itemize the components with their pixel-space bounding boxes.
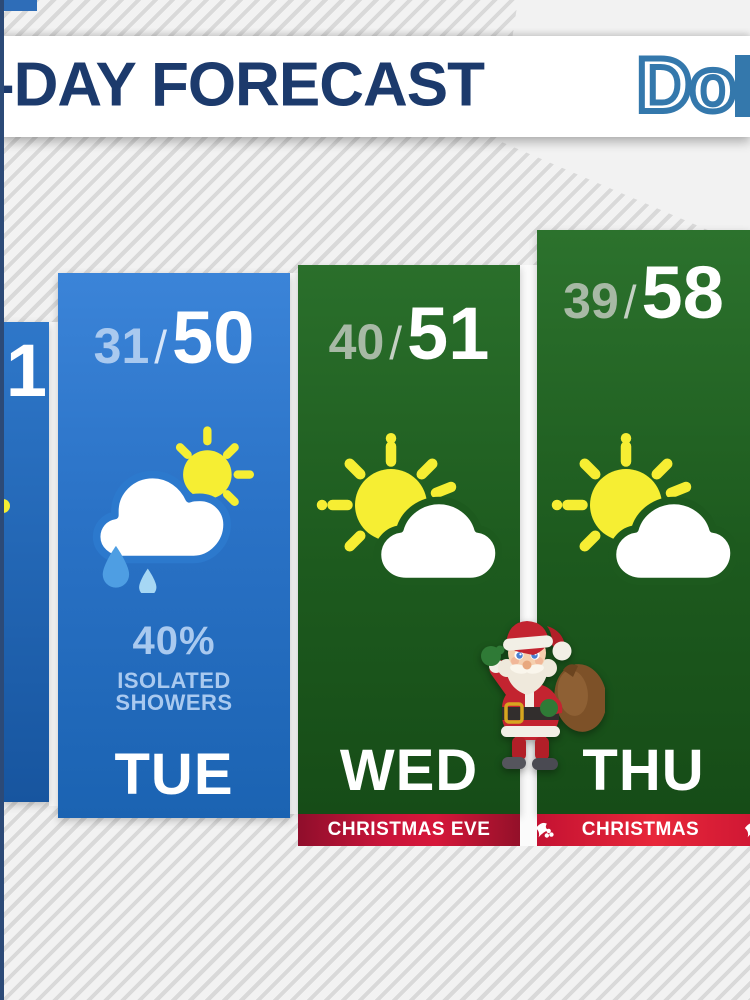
temps-row: 40 / 51 [298,297,520,371]
sun-ray-stub-icon [3,499,10,513]
banner-christmas: CHRISTMAS [537,814,750,846]
high-temp-partial: 1 [5,329,47,412]
precip-percent: 40% [132,619,216,663]
banner-christmas-eve: CHRISTMAS EVE [298,814,520,846]
temp-separator: / [389,317,403,369]
forecast-card-partial: 1 [3,322,49,802]
low-temp: 40 [328,314,385,370]
day-label-tue: TUE [114,742,234,807]
high-temp: 50 [172,296,255,379]
forecast-card-tue: 31 / 50 40% ISOLATED SHOWERS TUE [58,273,290,818]
low-temp: 39 [563,273,619,329]
header-band: -DAY FORECAST Do [0,36,750,137]
low-temp: 31 [93,318,150,374]
banner-text: CHRISTMAS [581,819,700,840]
station-logo-text: Do [634,39,739,130]
temps-row: 39 / 58 [537,256,750,330]
temp-separator: / [623,276,637,328]
high-temp: 51 [407,292,490,375]
page-title: -DAY FORECAST [0,49,485,119]
condition-text: ISOLATED SHOWERS [115,668,233,716]
temp-separator: / [154,321,168,373]
left-frame-border [0,0,4,1000]
temps-row: 31 / 50 [58,301,290,375]
santa-claus-illustration [481,621,605,770]
holly-icon [745,823,750,838]
sun-behind-rain-cloud-icon [83,423,265,598]
station-logo-bar [735,55,750,117]
mostly-sunny-icon [316,433,503,606]
holly-icon [537,822,554,838]
day-label-thu: THU [582,738,705,803]
high-temp: 58 [641,251,724,334]
card-gap [49,322,58,806]
forecast-card-wed: 40 / 51 WED [298,265,520,814]
mostly-sunny-icon [551,433,738,606]
card-gap [290,273,298,814]
banner-text: CHRISTMAS EVE [327,819,491,840]
station-logo: Do [620,36,750,137]
corner-accent [0,0,37,11]
day-label-wed: WED [339,738,479,803]
